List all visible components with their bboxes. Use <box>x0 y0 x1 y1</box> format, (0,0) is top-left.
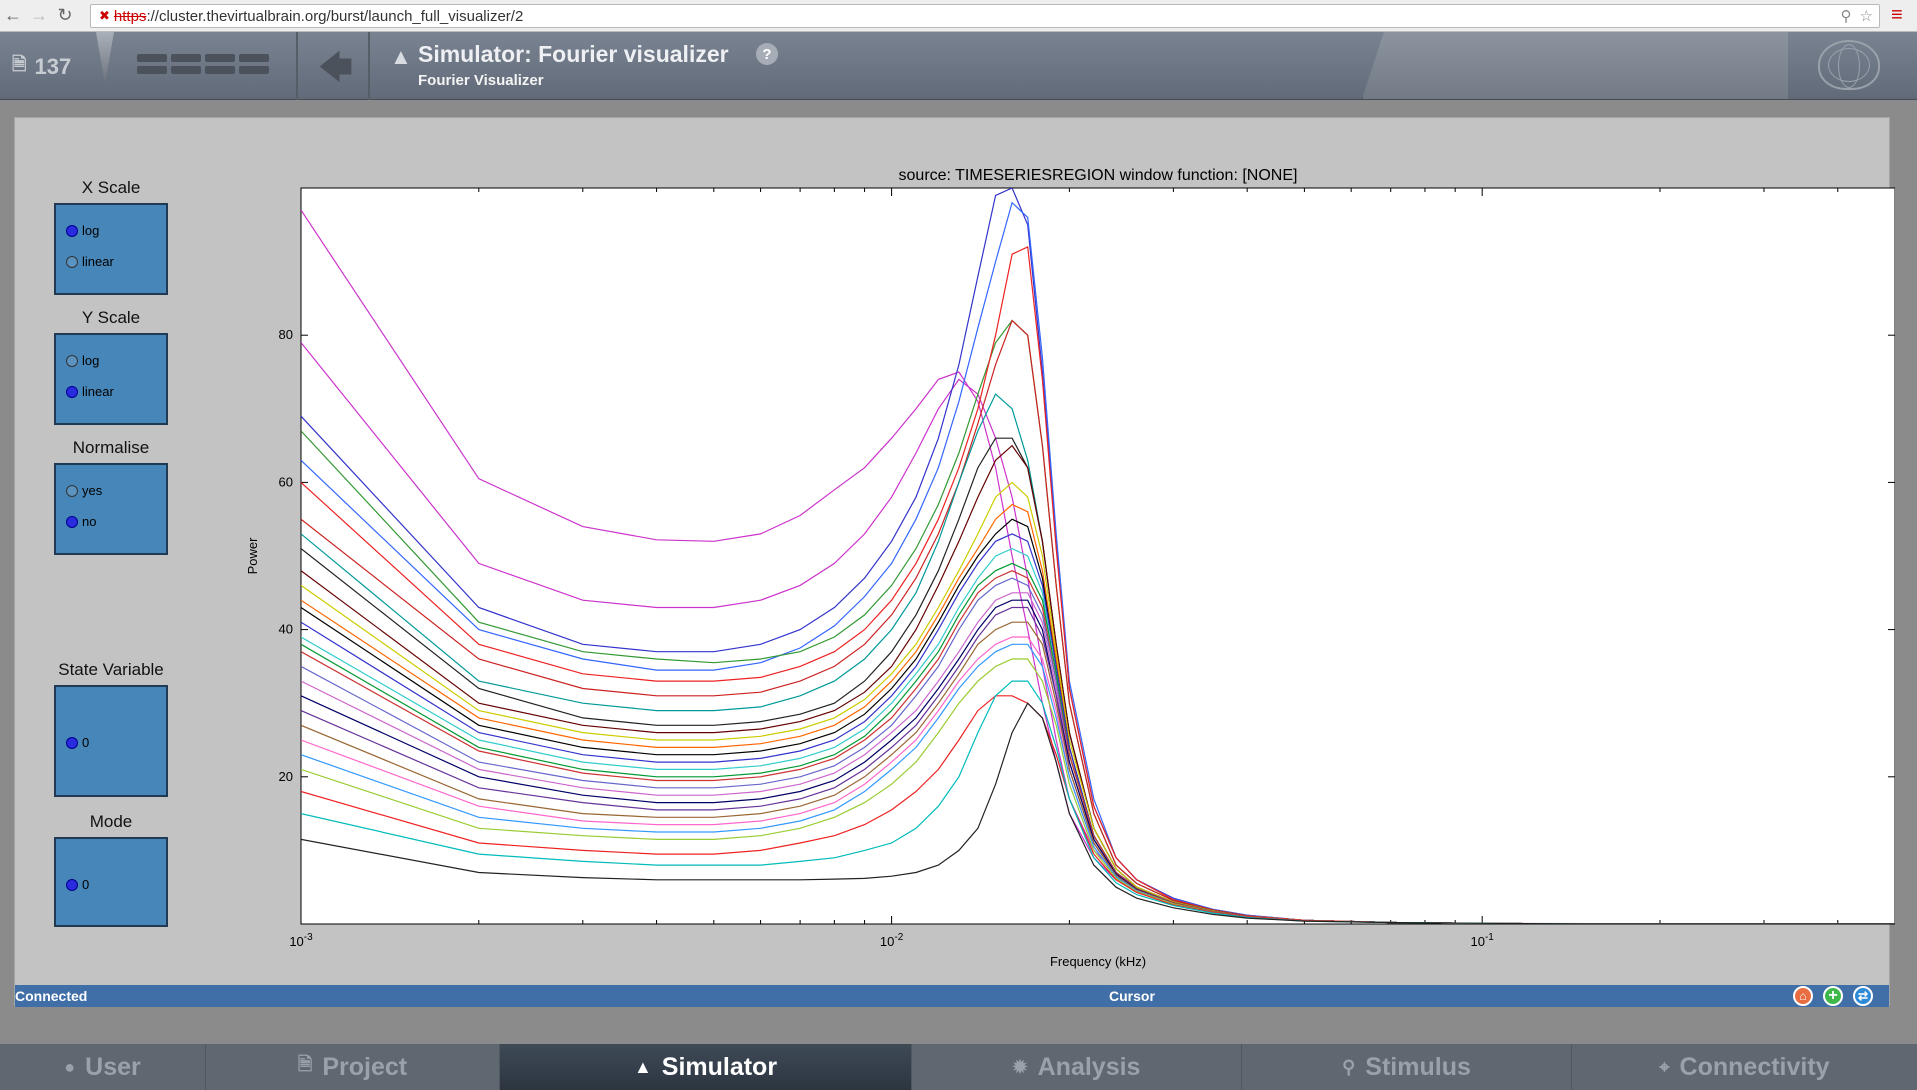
radio-icon[interactable] <box>66 354 78 367</box>
cursor-status: Cursor <box>1109 988 1155 1004</box>
tab-user[interactable]: ● User <box>0 1044 206 1090</box>
x-scale-group: X Scale log linear <box>51 178 171 295</box>
radio-icon[interactable] <box>66 484 78 497</box>
gear-icon: ✹ <box>1012 1056 1028 1077</box>
y-scale-group: Y Scale log linear <box>51 308 171 425</box>
x-tick-label: 10-2 <box>880 932 904 949</box>
document-icon: 🗎 <box>297 1054 313 1074</box>
y-scale-options: log linear <box>54 333 168 425</box>
header-divider <box>96 32 114 84</box>
radio-selected-icon[interactable] <box>66 878 78 891</box>
user-icon: ● <box>64 1056 76 1077</box>
document-icon: 🗎 <box>12 54 27 74</box>
browser-toolbar: ← → ↻ ✖ https ://cluster.thevirtualbrain… <box>0 0 1917 32</box>
page-subtitle: Fourier Visualizer <box>418 72 544 89</box>
radio-selected-icon[interactable] <box>66 736 78 749</box>
tab-stimulus[interactable]: ⚲ Stimulus <box>1242 1044 1572 1090</box>
chart-title: source: TIMESERIESREGION window function… <box>899 167 1298 184</box>
help-icon[interactable]: ? <box>756 43 778 65</box>
state-variable-0-option[interactable]: 0 <box>66 727 166 758</box>
fourier-chart[interactable]: source: TIMESERIESREGION window function… <box>235 158 1896 983</box>
mode-group: Mode 0 <box>51 812 171 927</box>
rocket-icon: ▲ <box>633 1056 652 1077</box>
y-scale-log-option[interactable]: log <box>66 345 166 376</box>
zoom-in-icon[interactable]: + <box>1823 986 1843 1006</box>
header-separator <box>296 32 298 100</box>
y-scale-title: Y Scale <box>81 308 141 327</box>
x-axis-label: Frequency (kHz) <box>1050 954 1146 969</box>
app-header: 🗎 137 🡄 ▲ Simulator: Fourier visualizer … <box>0 32 1917 100</box>
reload-icon[interactable]: ↻ <box>57 5 73 25</box>
x-scale-title: X Scale <box>81 178 141 197</box>
mode-options: 0 <box>54 837 168 927</box>
x-tick-label: 10-3 <box>289 932 313 949</box>
y-tick-label: 80 <box>279 327 293 342</box>
home-icon[interactable]: ⌂ <box>1793 986 1813 1006</box>
radio-selected-icon[interactable] <box>66 385 78 398</box>
connectivity-icon: ⌖ <box>1659 1056 1670 1077</box>
tab-simulator[interactable]: ▲ Simulator <box>500 1044 912 1090</box>
x-scale-log-option[interactable]: log <box>66 215 166 246</box>
plot-area <box>300 187 1896 925</box>
forward-arrow-icon[interactable]: → <box>30 5 48 25</box>
pin-icon: ⚲ <box>1342 1056 1356 1077</box>
url-text: ://cluster.thevirtualbrain.org/burst/lau… <box>146 7 524 25</box>
radio-selected-icon[interactable] <box>66 224 78 237</box>
radio-icon[interactable] <box>66 255 78 268</box>
y-tick-label: 40 <box>279 622 293 637</box>
normalise-title: Normalise <box>72 438 150 457</box>
connection-status: Connected <box>15 988 88 1004</box>
state-variable-options: 0 <box>54 685 168 797</box>
radio-selected-icon[interactable] <box>66 515 78 528</box>
rocket-icon: ▲ <box>390 44 412 69</box>
pan-zoom-icon[interactable]: ⇄ <box>1853 986 1873 1006</box>
page-title: Simulator: Fourier visualizer <box>418 41 729 67</box>
y-tick-label: 60 <box>279 474 293 489</box>
mode-0-option[interactable]: 0 <box>66 869 166 900</box>
back-icon[interactable]: 🡄 <box>318 49 354 87</box>
x-tick-label: 10-1 <box>1471 932 1495 949</box>
project-count: 137 <box>34 54 72 79</box>
tab-project[interactable]: 🗎 Project <box>206 1044 500 1090</box>
main-tabs: ● User 🗎 Project ▲ Simulator ✹ Analysis ⚲ Sti… <box>0 1044 1917 1090</box>
zoom-icon[interactable]: ⚲ <box>1840 8 1852 25</box>
tab-connectivity[interactable]: ⌖ Connectivity <box>1659 1052 1830 1081</box>
y-axis-label: Power <box>245 537 260 575</box>
address-bar[interactable]: ✖ https ://cluster.thevirtualbrain.org/b… <box>90 4 1880 28</box>
status-bar: Connected Cursor ⌂ + ⇄ <box>15 985 1889 1007</box>
series-line <box>301 702 1895 924</box>
header-separator <box>368 32 370 100</box>
header-info-panel <box>1362 32 1788 99</box>
tab-analysis[interactable]: ✹ Analysis <box>912 1044 1242 1090</box>
normalise-no-option[interactable]: no <box>66 506 166 537</box>
back-arrow-icon[interactable]: ← <box>4 5 22 25</box>
brain-logo-icon[interactable] <box>1818 40 1880 90</box>
visualizer-panel: X Scale log linear Y Scale log linear No… <box>14 117 1896 1007</box>
chart-svg[interactable]: source: TIMESERIESREGION window function… <box>235 158 1896 978</box>
bookmark-star-icon[interactable]: ☆ <box>1859 8 1873 25</box>
x-scale-options: log linear <box>54 203 168 295</box>
browser-menu-icon[interactable]: ≡ <box>1891 4 1903 26</box>
url-scheme: https <box>113 7 147 25</box>
y-scale-linear-option[interactable]: linear <box>66 376 166 407</box>
y-tick-label: 20 <box>279 769 293 784</box>
insecure-lock-icon: ✖ <box>99 8 110 23</box>
x-scale-linear-option[interactable]: linear <box>66 246 166 277</box>
grid-view-icon[interactable] <box>137 54 269 74</box>
mode-title: Mode <box>89 812 133 831</box>
normalise-options: yes no <box>54 463 168 555</box>
state-variable-title: State Variable <box>58 660 164 679</box>
project-counter[interactable]: 🗎 137 <box>12 52 71 82</box>
normalise-group: Normalise yes no <box>51 438 171 555</box>
state-variable-group: State Variable 0 <box>51 660 171 797</box>
normalise-yes-option[interactable]: yes <box>66 475 166 506</box>
